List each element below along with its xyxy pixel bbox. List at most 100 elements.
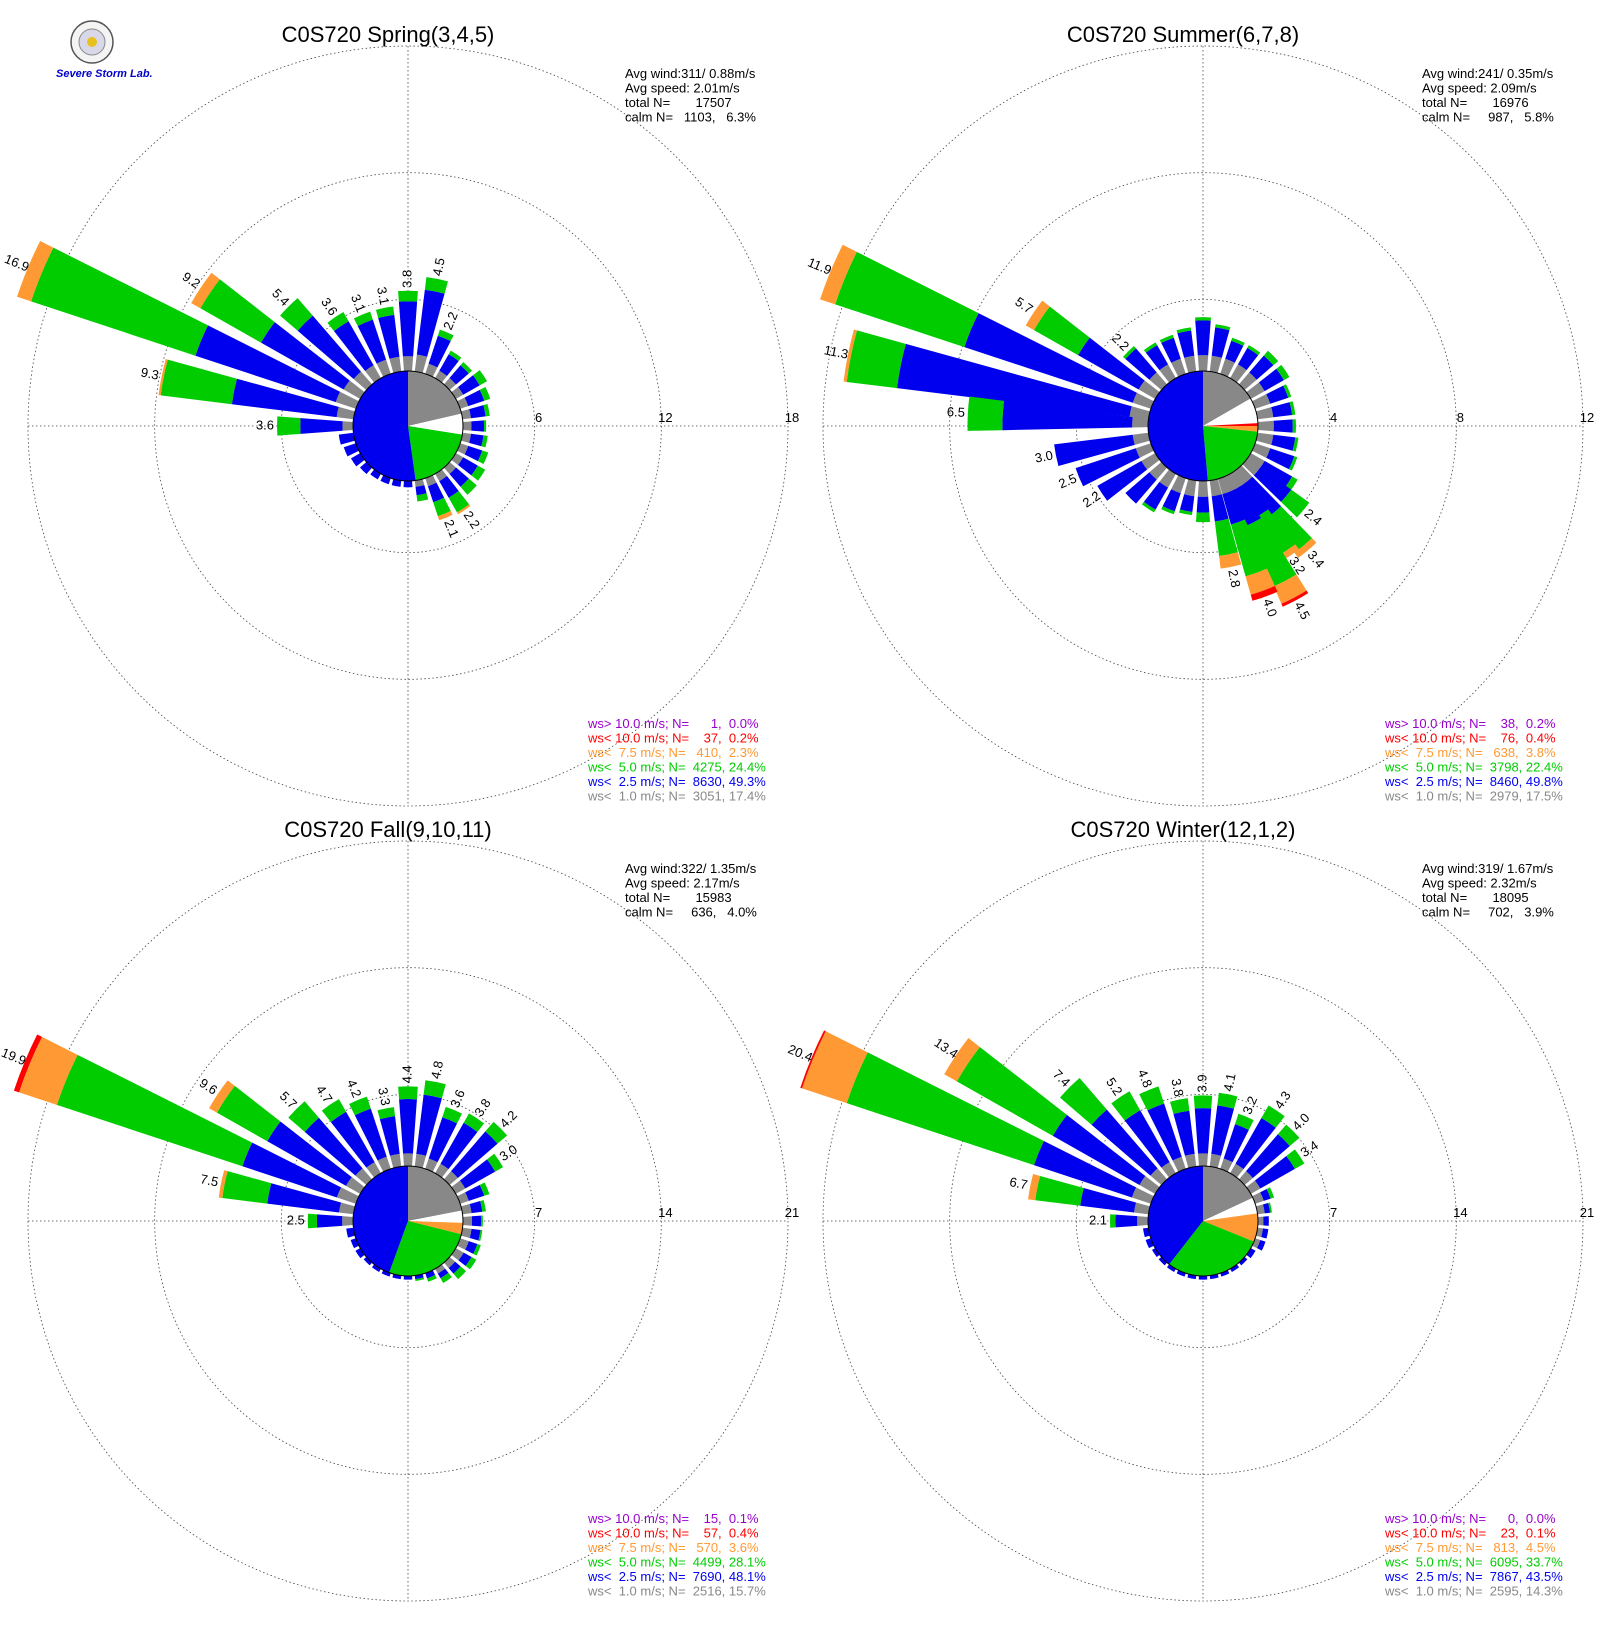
petal-segment-lt1 (365, 365, 381, 383)
petal (1152, 1248, 1160, 1258)
petal: 11.9 (806, 244, 1154, 409)
petal-segment-lt5 (1268, 506, 1312, 553)
pie-slice-lt75 (1203, 426, 1258, 432)
petal-segment-lt1 (339, 1202, 355, 1215)
petal: 4.8 (1135, 1067, 1186, 1172)
petal-segment-lt5 (1292, 419, 1296, 433)
petal-segment-lt25 (378, 314, 400, 359)
petal-segment-lt5 (479, 387, 491, 401)
petal-segment-lt1 (414, 479, 425, 487)
petal-segment-lt5 (1176, 327, 1192, 334)
petal: 3.9 (1193, 1074, 1213, 1167)
petal (457, 1238, 481, 1256)
petal-segment-lt25 (1262, 1202, 1271, 1214)
petal-segment-lt5 (479, 1182, 490, 1196)
petal (457, 443, 489, 464)
petal-segment-lt25 (231, 378, 339, 418)
petal-segment-lt1 (1172, 1156, 1186, 1172)
petal-segment-lt5 (56, 1054, 253, 1167)
petal-segment-lt25 (1161, 337, 1181, 363)
petal-segment-lt1 (1159, 469, 1176, 488)
stats-line: Avg speed: 2.32m/s (1422, 876, 1537, 891)
petal-segment-lt25 (399, 1099, 417, 1154)
petal-segment-lt5 (200, 279, 275, 343)
ring-label: 7 (1330, 1205, 1337, 1220)
petal-segment-lt1 (1184, 479, 1197, 497)
petal (1252, 384, 1292, 409)
petal-segment-lt5 (480, 1215, 483, 1227)
petal-segment-lt1 (1149, 461, 1168, 480)
legend-entry: ws< 1.0 m/s; N= 3051, 17.4% (587, 789, 766, 804)
petal: 6.7 (1008, 1174, 1150, 1215)
chart-title: C0S720 Spring(3,4,5) (282, 22, 495, 47)
petal-segment-lt25 (1231, 485, 1261, 526)
petal-segment-lt25 (1220, 1270, 1230, 1277)
petal-segment-lt1 (402, 356, 414, 372)
petal-segment-lt5 (846, 330, 906, 389)
petal-segment-lt1 (1149, 372, 1168, 391)
petal-segment-lt25 (449, 365, 469, 385)
petal-segment-lt1 (1197, 480, 1209, 497)
petal-segment-lt5 (480, 1200, 486, 1212)
petal: 20.4 (786, 1030, 1154, 1204)
petal (461, 1200, 486, 1215)
pie-slice-lt5 (1203, 426, 1258, 481)
petal-segment-lt1 (403, 1153, 413, 1167)
petal-segment-lt25 (338, 432, 355, 445)
pie-slice-white (1203, 398, 1258, 426)
petal-segment-lt5 (1288, 456, 1298, 471)
petal-segment-lt25 (1266, 448, 1295, 470)
petal-segment-lt25 (316, 1214, 343, 1228)
petal-segment-lt25 (465, 1241, 478, 1254)
pie-slice-lt75 (1203, 1213, 1258, 1242)
petal: 3.4 (1246, 1137, 1321, 1194)
petal (1252, 443, 1298, 471)
petal-segment-lt1 (443, 1171, 458, 1186)
stats-line: calm N= 636, 4.0% (625, 905, 757, 920)
legend-entry: ws< 5.0 m/s; N= 6095, 33.7% (1384, 1555, 1563, 1570)
petal-segment-lt5 (1123, 346, 1137, 360)
petal-segment-lt5 (473, 370, 488, 386)
petal-segment-lt25 (1244, 476, 1282, 517)
petal-segment-lt25 (350, 453, 365, 467)
petal-segment-lt1 (461, 1227, 472, 1239)
petal-segment-lt1 (462, 1216, 473, 1226)
petal-segment-lt1 (1132, 432, 1150, 445)
petal-segment-lt75 (158, 359, 168, 396)
petal-segment-lt5 (415, 1277, 425, 1281)
petal (1166, 1264, 1176, 1272)
calm-pie (1147, 370, 1259, 482)
petal-segment-lt25 (381, 1270, 391, 1277)
petal-segment-lt5 (1170, 1098, 1190, 1114)
petal (371, 1264, 381, 1272)
petal (1159, 334, 1186, 377)
petal-segment-lt25 (1080, 1188, 1137, 1213)
petal-segment-lt1 (1161, 1162, 1176, 1178)
petal-segment-lt25 (267, 1183, 342, 1213)
petal (355, 1248, 365, 1259)
pie-slice-white (1203, 1197, 1258, 1221)
petal: 3.0 (1034, 432, 1150, 466)
petal-segment-lt25 (1147, 1103, 1182, 1161)
petal-segment-lt5 (440, 1272, 452, 1284)
petal-segment-lt1 (1252, 1192, 1264, 1204)
petal-segment-lt75 (843, 329, 857, 382)
petal (1256, 1227, 1269, 1239)
petal-segment-lt5 (398, 1086, 418, 1100)
petal-segment-lt1 (1246, 382, 1265, 399)
petal-segment-lt5 (1276, 364, 1290, 381)
petal-label: 2.1 (441, 517, 462, 539)
petal-segment-lt25 (1196, 496, 1210, 513)
petal-label: 4.3 (1271, 1088, 1294, 1111)
stats-line: Avg speed: 2.17m/s (625, 876, 740, 891)
petal-segment-lt5 (967, 396, 1004, 431)
petal (1179, 479, 1197, 516)
petal-segment-lt25 (333, 321, 374, 371)
legend-entry: ws< 1.0 m/s; N= 2979, 17.5% (1384, 789, 1563, 804)
petal-label: 3.8 (471, 1096, 494, 1119)
petal (1125, 461, 1168, 504)
petal-segment-lt5 (327, 312, 349, 332)
pie-slice-lt25 (1147, 371, 1208, 481)
petal-segment-lt25 (1145, 1238, 1154, 1249)
